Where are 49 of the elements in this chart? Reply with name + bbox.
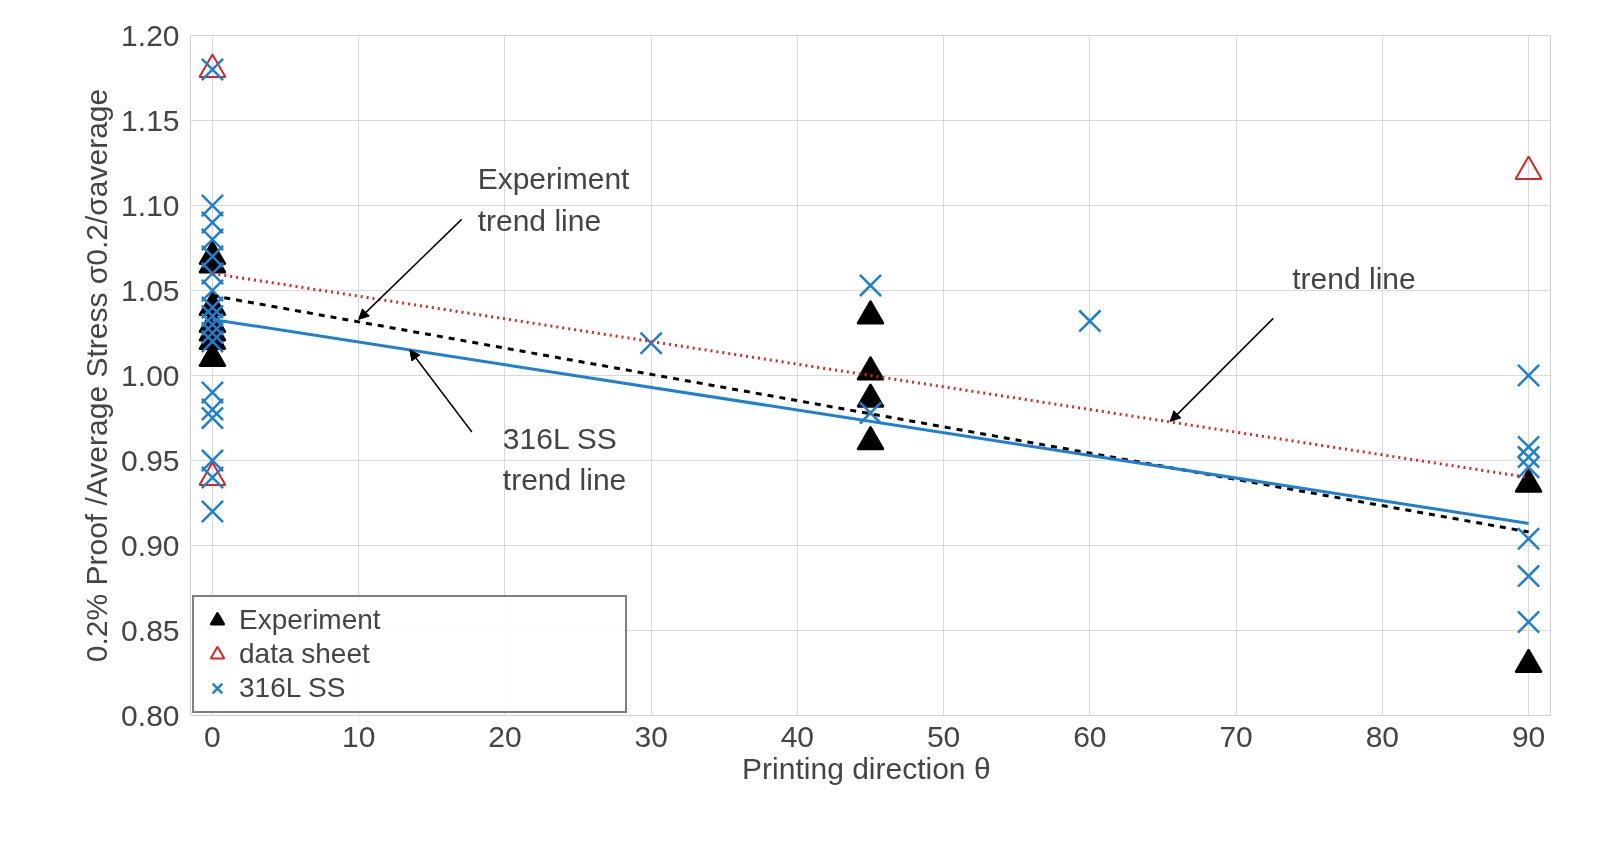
point [1516, 363, 1541, 388]
x-tick-label: 90 [1511, 719, 1546, 753]
point [1516, 455, 1541, 480]
y-tick-label: 1.10 [121, 188, 180, 222]
point [200, 278, 225, 303]
point [858, 401, 883, 425]
point [1516, 526, 1541, 551]
x-tick-label: 70 [1219, 719, 1253, 753]
point [200, 304, 225, 328]
x-tick-label: 0 [204, 719, 221, 753]
point [1516, 610, 1541, 634]
x-tick-label: 20 [488, 719, 522, 753]
x-axis-title: Printing direction θ [742, 751, 991, 785]
x-tick-label: 10 [341, 719, 376, 753]
legend-label: 316L SS [239, 672, 347, 704]
y-tick-label: 0.80 [121, 698, 180, 732]
point [200, 210, 225, 235]
annotation: trend line [1292, 262, 1416, 296]
point [1078, 309, 1102, 333]
annotation: Experiment trend line [477, 162, 631, 237]
y-tick-label: 1.15 [121, 103, 180, 137]
x-tick-label: 60 [1073, 719, 1107, 753]
point [200, 499, 225, 524]
y-tick-label: 0.90 [121, 528, 180, 562]
point [200, 321, 225, 345]
x-tick-label: 30 [634, 719, 668, 753]
y-tick-label: 0.95 [121, 443, 180, 477]
point [200, 193, 225, 218]
point [200, 397, 225, 422]
y-tick-label: 1.05 [121, 273, 180, 307]
y-tick-label: 1.00 [121, 358, 180, 392]
x-tick-label: 40 [780, 719, 815, 753]
legend-label: data sheet [239, 638, 371, 670]
point [200, 227, 225, 252]
y-axis-title: 0.2% Proof /Average Stress σ0.2/σaverage [80, 88, 114, 663]
y-tick-label: 0.85 [121, 613, 180, 647]
annotation: 316L SS trend line [502, 422, 627, 497]
point [639, 331, 663, 356]
point [1516, 435, 1541, 459]
x-tick-label: 50 [926, 719, 961, 753]
point [200, 406, 225, 430]
point [1516, 445, 1541, 469]
y-tick-label: 1.20 [121, 18, 180, 52]
point [200, 380, 225, 405]
point [1516, 564, 1541, 588]
x-tick-label: 80 [1365, 719, 1400, 753]
point [858, 273, 883, 298]
legend-label: Experiment [239, 604, 382, 636]
point [200, 448, 225, 473]
